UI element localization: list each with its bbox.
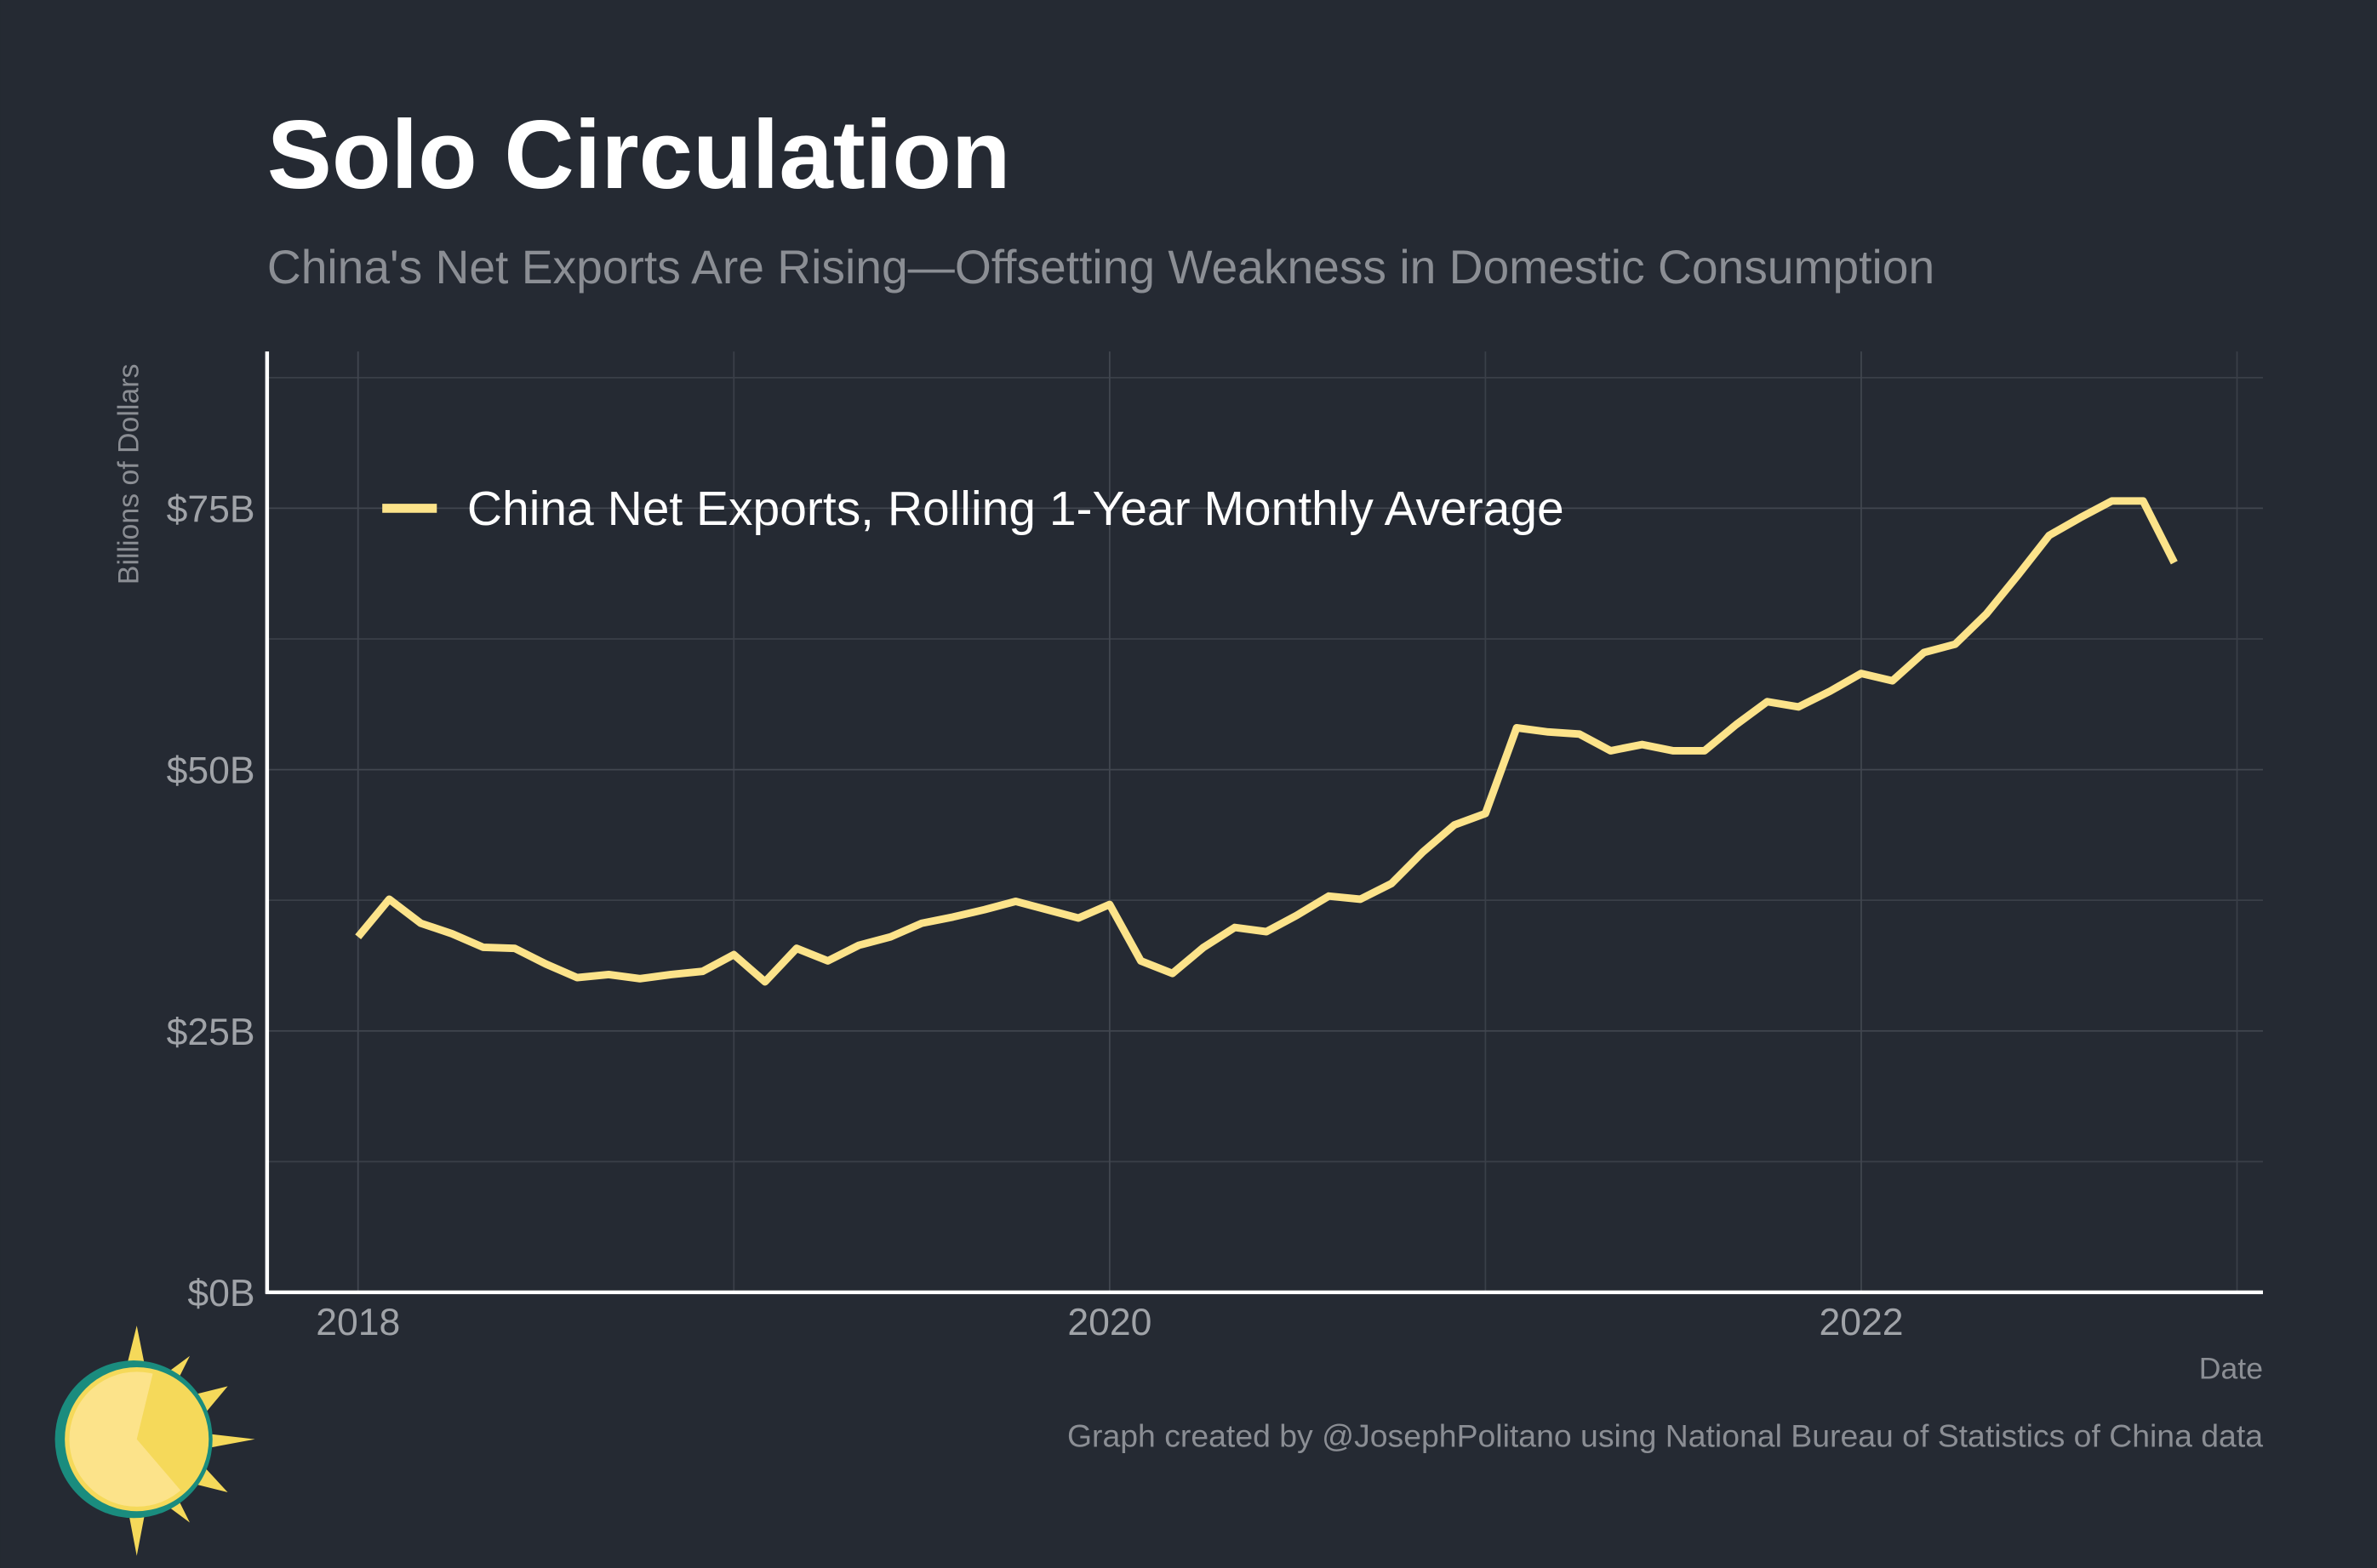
- chart-subtitle: China's Net Exports Are Rising—Offsettin…: [267, 241, 1934, 294]
- logo: [54, 1326, 255, 1556]
- x-tick-label: 2022: [1819, 1302, 1903, 1343]
- x-tick-label: 2018: [316, 1302, 400, 1343]
- x-axis-label: Date: [2199, 1351, 2263, 1385]
- y-tick-label: $50B: [167, 750, 255, 792]
- y-tick-label: $25B: [167, 1012, 255, 1053]
- chart-title: Solo Circulation: [267, 101, 1011, 209]
- y-tick-label: $75B: [167, 488, 255, 530]
- caption: Graph created by @JosephPolitano using N…: [1067, 1418, 2263, 1454]
- x-tick-label: 2020: [1067, 1302, 1151, 1343]
- plot-area: $0B $25B $50B $75B 2018 2020 2022 China Net Exp…: [167, 351, 2263, 1343]
- y-tick-label: $0B: [187, 1273, 254, 1314]
- y-axis-label: Billions of Dollars: [112, 364, 145, 584]
- data-line: [355, 497, 2178, 986]
- legend-label: China Net Exports, Rolling 1-Year Monthl…: [467, 482, 1564, 536]
